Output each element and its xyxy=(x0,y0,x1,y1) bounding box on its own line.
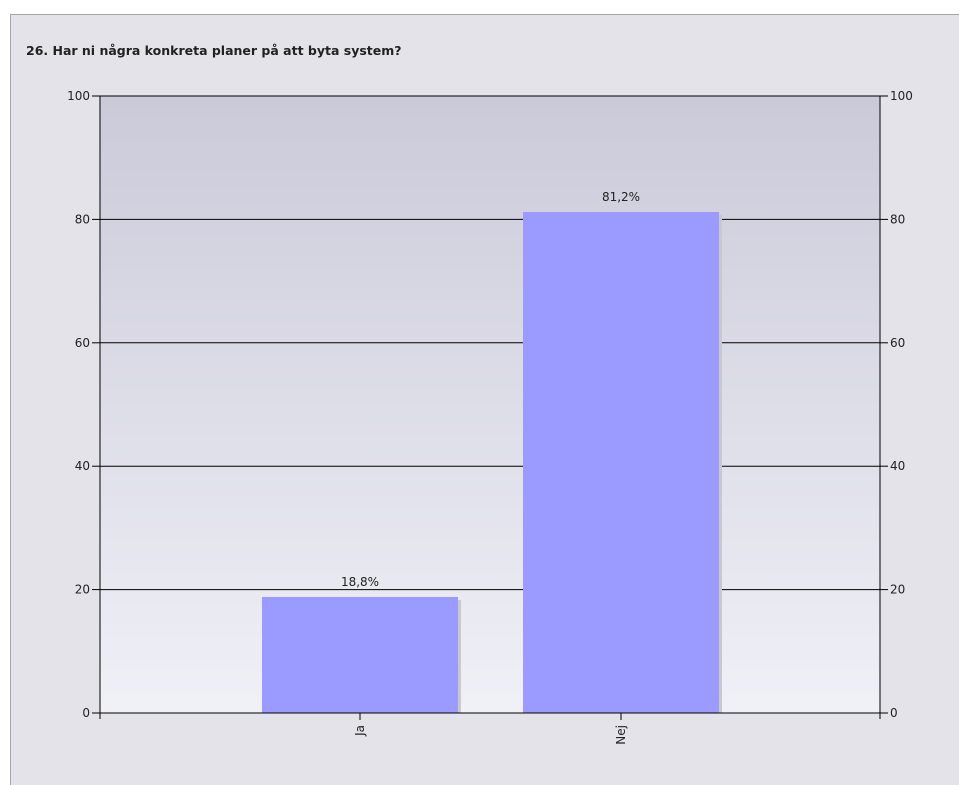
plot-area xyxy=(100,96,880,713)
bar xyxy=(523,211,719,713)
y-tick-label-right: 80 xyxy=(890,212,905,226)
y-tick-label-left: 60 xyxy=(75,336,90,350)
y-tick-label-left: 0 xyxy=(82,706,90,720)
y-tick-label-right: 40 xyxy=(890,459,905,473)
y-tick-label-left: 80 xyxy=(75,212,90,226)
y-tick-label-right: 60 xyxy=(890,336,905,350)
y-tick-label-left: 40 xyxy=(75,459,90,473)
y-tick-label-left: 20 xyxy=(75,583,90,597)
bar xyxy=(262,597,458,713)
y-tick-label-left: 100 xyxy=(67,89,90,103)
y-tick-label-right: 100 xyxy=(890,89,913,103)
y-tick-label-right: 20 xyxy=(890,583,905,597)
data-label: 81,2% xyxy=(602,190,640,204)
chart-title: 26. Har ni några konkreta planer på att … xyxy=(26,43,402,58)
data-label: 18,8% xyxy=(341,575,379,589)
x-tick-label: Nej xyxy=(614,725,628,745)
y-tick-label-right: 0 xyxy=(890,706,898,720)
x-tick-label: Ja xyxy=(353,725,367,737)
